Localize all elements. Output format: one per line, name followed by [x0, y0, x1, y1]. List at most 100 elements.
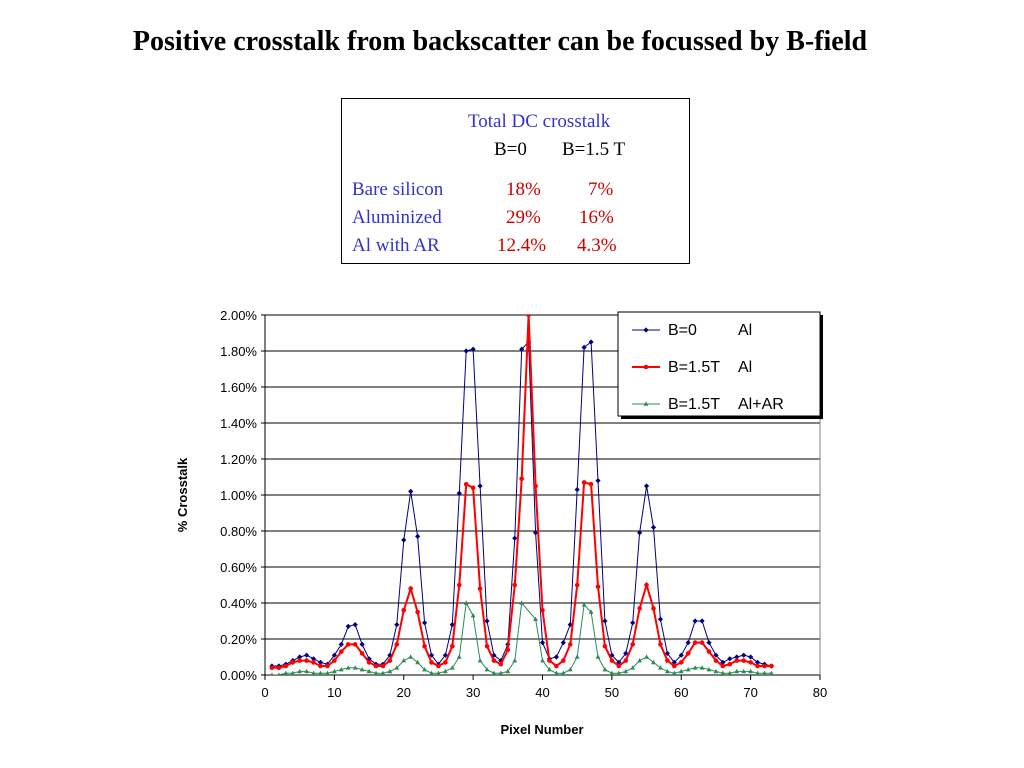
column-header-b15: B=1.5 T: [562, 139, 626, 160]
data-point: [685, 651, 691, 656]
data-point: [443, 660, 448, 665]
data-point: [754, 659, 761, 665]
data-point: [540, 658, 545, 663]
data-point: [526, 315, 531, 318]
data-point: [519, 476, 524, 482]
data-point: [297, 668, 303, 674]
legend-swatch-marker: [643, 364, 649, 370]
column-header-b0: B=0: [494, 139, 527, 160]
data-point: [727, 656, 733, 662]
data-point: [748, 660, 753, 665]
data-point: [623, 658, 629, 663]
data-point: [401, 537, 407, 543]
data-point: [651, 659, 656, 665]
data-point: [498, 670, 504, 675]
series-layer: [269, 315, 775, 675]
data-point: [408, 488, 414, 494]
data-point: [651, 606, 656, 611]
data-point: [630, 642, 635, 647]
data-point: [394, 622, 400, 628]
data-point: [540, 607, 545, 613]
y-tick-label: 1.00%: [220, 488, 257, 503]
data-point: [366, 656, 372, 662]
data-point: [415, 609, 420, 615]
data-point: [491, 670, 497, 675]
data-point: [699, 640, 705, 645]
data-point: [428, 652, 435, 658]
data-point: [325, 670, 330, 675]
data-point: [436, 670, 441, 675]
data-point: [616, 659, 622, 665]
data-point: [519, 600, 525, 605]
data-point: [505, 668, 511, 674]
legend-box: [617, 311, 821, 417]
legend-label-field: B=1.5T: [668, 359, 720, 376]
data-point: [429, 660, 434, 665]
data-point: [394, 665, 400, 670]
data-point: [664, 668, 670, 674]
data-point: [318, 663, 323, 669]
data-point: [727, 661, 733, 667]
data-point: [699, 665, 705, 670]
data-point: [436, 663, 441, 669]
data-point: [310, 656, 317, 662]
data-point: [283, 670, 289, 675]
x-tick-label: 60: [674, 685, 688, 700]
data-point: [595, 478, 601, 484]
data-point: [672, 663, 677, 669]
data-point: [595, 584, 601, 590]
data-point: [574, 654, 580, 659]
data-point: [311, 670, 316, 675]
data-point: [554, 663, 559, 669]
data-point: [533, 483, 538, 489]
data-point: [533, 616, 538, 621]
data-point: [692, 640, 698, 645]
data-point: [401, 658, 407, 663]
data-point: [352, 665, 358, 670]
data-point: [616, 670, 622, 675]
data-point: [581, 602, 587, 607]
data-point: [755, 670, 760, 675]
data-point: [463, 600, 469, 605]
data-point: [574, 487, 580, 493]
data-point: [297, 658, 302, 663]
row-value-al-with-ar-b0: 12.4%: [497, 235, 547, 256]
data-point: [456, 582, 462, 588]
data-point: [643, 483, 650, 489]
data-point: [421, 620, 428, 626]
data-point: [748, 668, 754, 674]
data-point: [373, 670, 379, 675]
data-point: [290, 660, 296, 665]
data-point: [304, 658, 309, 663]
data-point: [664, 650, 670, 656]
data-point: [720, 659, 726, 665]
data-point: [588, 481, 594, 487]
data-point: [630, 620, 636, 626]
row-label-aluminized: Aluminized: [352, 207, 442, 228]
data-point: [727, 670, 733, 675]
data-point: [762, 663, 767, 669]
x-tick-label: 50: [605, 685, 619, 700]
data-point: [741, 658, 746, 663]
data-point: [623, 650, 629, 656]
data-point: [484, 667, 490, 672]
data-point: [671, 659, 677, 665]
data-point: [609, 658, 615, 663]
legend-label-sample: Al+AR: [738, 396, 784, 413]
data-point: [769, 670, 774, 675]
data-point: [317, 659, 324, 665]
data-point: [685, 667, 691, 672]
data-point: [449, 622, 455, 628]
data-point: [449, 665, 455, 670]
data-point: [422, 667, 427, 672]
data-point: [602, 667, 608, 672]
data-point: [325, 663, 330, 669]
x-tick-label: 20: [397, 685, 411, 700]
data-point: [547, 658, 552, 663]
y-tick-label: 2.00%: [220, 308, 257, 323]
data-point: [713, 658, 719, 663]
data-point: [574, 582, 580, 588]
data-point: [623, 668, 629, 674]
y-tick-label: 1.20%: [220, 452, 257, 467]
data-point: [685, 640, 691, 646]
